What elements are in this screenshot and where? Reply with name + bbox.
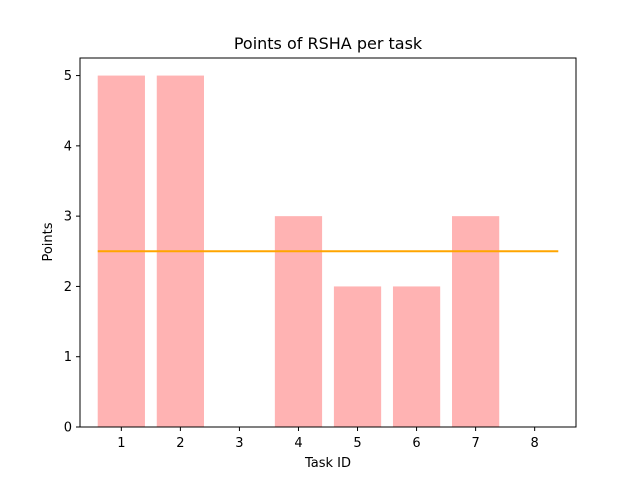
- x-tick-label: 6: [412, 436, 420, 451]
- chart-title: Points of RSHA per task: [234, 34, 423, 53]
- bar-task-6: [392, 286, 441, 427]
- x-tick-label: 8: [531, 436, 539, 451]
- y-tick-label: 1: [64, 350, 72, 365]
- x-tick-label: 5: [353, 436, 361, 451]
- bar-task-4: [274, 216, 323, 427]
- x-tick-label: 7: [471, 436, 479, 451]
- x-tick-label: 1: [117, 436, 125, 451]
- y-tick-label: 2: [64, 280, 72, 295]
- bar-task-5: [333, 286, 382, 427]
- x-axis-label: Task ID: [304, 456, 351, 471]
- plot-area: 1 2 3 4 5 6 7 8 0 1 2 3 4 5: [64, 57, 577, 451]
- y-tick-label: 4: [64, 139, 72, 154]
- plot-frame: [79, 57, 577, 428]
- y-axis-label: Points: [41, 222, 56, 261]
- x-tick-label: 3: [235, 436, 243, 451]
- x-tick-label: 4: [294, 436, 302, 451]
- y-tick-label: 5: [64, 69, 72, 84]
- bar-task-7: [452, 216, 500, 427]
- y-tick-label: 3: [64, 210, 72, 225]
- y-tick-label: 0: [64, 421, 72, 436]
- x-tick-label: 2: [176, 436, 184, 451]
